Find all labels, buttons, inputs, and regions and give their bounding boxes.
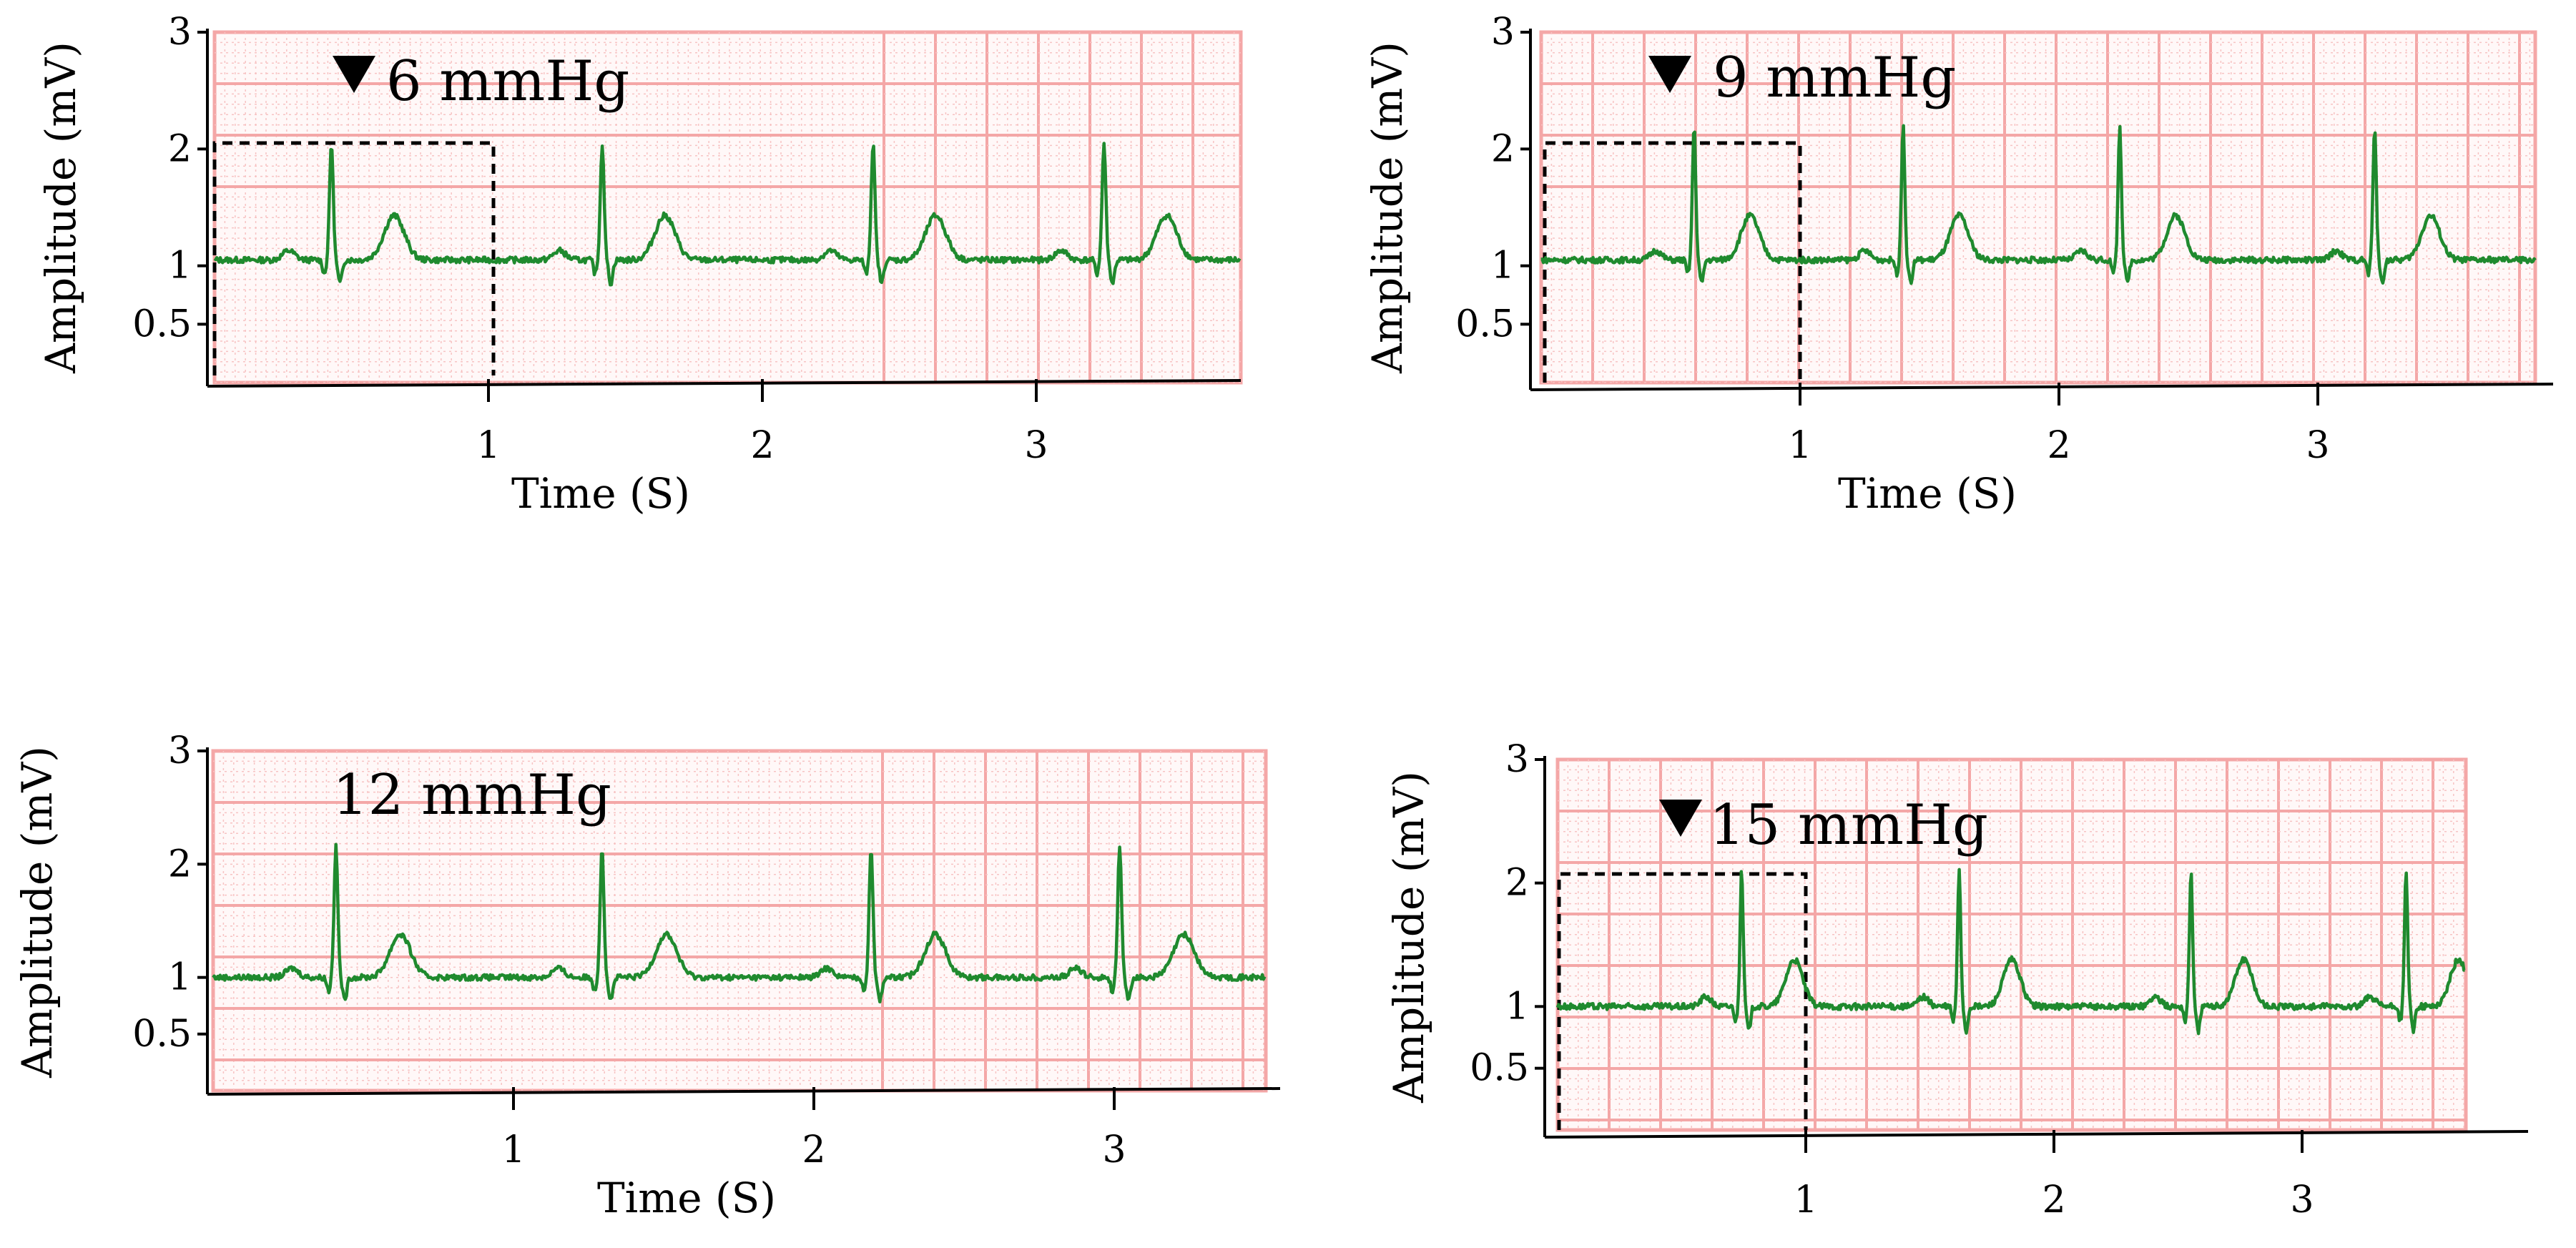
y-tick-label: 1 [168, 956, 192, 999]
x-axis-title: Time (S) [597, 1174, 776, 1222]
ecg-grid [1555, 757, 2468, 1132]
x-tick-label: 2 [750, 424, 774, 467]
y-tick-label: 3 [1491, 11, 1515, 54]
y-tick-label: 0.5 [132, 303, 192, 345]
panel-9-mmhg: 0.5 1 2 3 1 2 3 Time (S) Amplitude (mV) 9 mmHg [1363, 11, 2554, 518]
x-axis [207, 1087, 1281, 1096]
x-tick-label: 1 [1794, 1179, 1817, 1222]
x-tick-label: 1 [1788, 424, 1811, 467]
y-tick-label: 1 [168, 245, 192, 288]
x-tick-label: 2 [2042, 1179, 2065, 1222]
ecg-grid [1539, 30, 2537, 385]
y-tick-label: 3 [1505, 738, 1529, 781]
y-axis-title: Amplitude (mV) [1385, 771, 1433, 1104]
grid-frame [1539, 30, 2537, 385]
pressure-marker-icon [1659, 800, 1702, 837]
panel-12-mmhg: 0.5 1 2 3 1 2 3 Time (S) Amplitude (mV) 12 mmHg [13, 729, 1281, 1222]
y-tick-label: 0.5 [1470, 1047, 1529, 1090]
ecg-grid [212, 30, 1243, 385]
one-second-box [1557, 872, 1808, 1130]
y-tick-label: 2 [168, 842, 192, 885]
x-axis-title: Time (S) [511, 469, 690, 518]
y-tick-label: 2 [168, 127, 192, 170]
pressure-marker-icon [1648, 56, 1691, 93]
y-axis-title: Amplitude (mV) [36, 41, 85, 374]
panel-15-mmhg: 0.5 1 2 3 1 2 3 Amplitude (mV) 15 mmHg [1385, 738, 2529, 1222]
x-tick-label: 2 [2047, 424, 2070, 467]
ecg-trace [213, 142, 1242, 287]
pressure-label: 12 mmHg [333, 763, 611, 827]
pressure-label: 9 mmHg [1713, 46, 1956, 110]
x-tick-label: 3 [2306, 424, 2329, 467]
pressure-label: 6 mmHg [386, 49, 629, 114]
x-tick-label: 3 [2290, 1179, 2314, 1222]
y-tick-label: 2 [1505, 862, 1529, 905]
y-tick-label: 0.5 [1455, 303, 1515, 345]
y-tick-label: 2 [1491, 127, 1515, 170]
ecg-trace [1540, 124, 2537, 285]
y-tick-label: 0.5 [132, 1013, 192, 1056]
y-tick-label: 1 [1505, 985, 1529, 1028]
x-tick-label: 1 [501, 1129, 525, 1171]
x-tick-label: 3 [1102, 1129, 1126, 1171]
ecg-trace [212, 842, 1267, 1004]
y-tick-label: 3 [168, 11, 192, 54]
ecg-trace [1555, 868, 2466, 1036]
x-axis-title: Time (S) [1838, 469, 2017, 518]
x-tick-label: 2 [802, 1129, 825, 1171]
y-tick-label: 1 [1491, 245, 1515, 288]
pressure-label: 15 mmHg [1709, 793, 1988, 858]
pressure-marker-icon [333, 56, 375, 93]
x-axis [1544, 1130, 2529, 1139]
y-tick-label: 3 [168, 729, 192, 772]
x-tick-label: 3 [1024, 424, 1048, 467]
x-axis [1530, 383, 2554, 391]
panel-6-mmhg: 0.5 1 2 3 1 2 3 Time (S) Amplitude (mV) 6 mmHg [36, 11, 1243, 518]
ecg-grid [211, 749, 1268, 1093]
grid-frame [211, 749, 1268, 1093]
y-axis-title: Amplitude (mV) [13, 746, 62, 1079]
x-axis [207, 379, 1242, 388]
x-tick-label: 1 [476, 424, 500, 467]
one-second-box [1543, 141, 1802, 383]
one-second-box [212, 141, 496, 375]
y-axis-title: Amplitude (mV) [1363, 41, 1412, 374]
